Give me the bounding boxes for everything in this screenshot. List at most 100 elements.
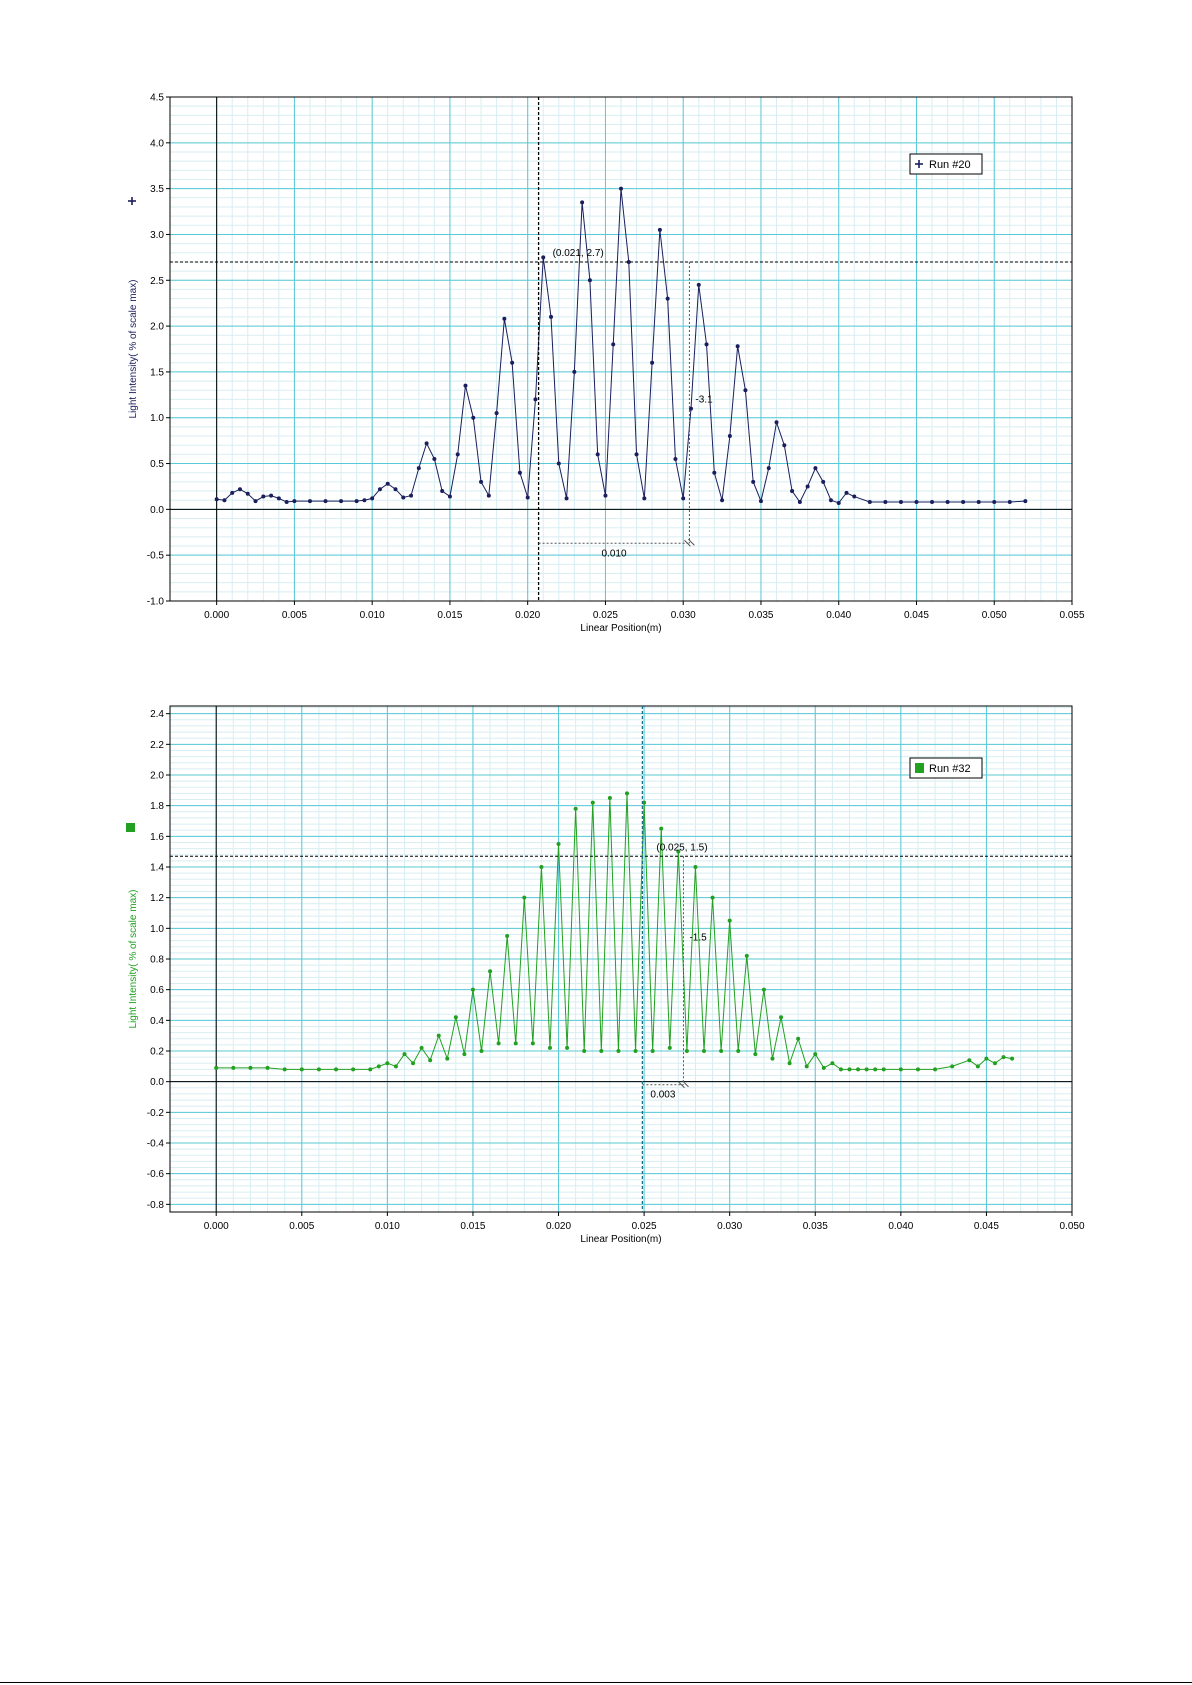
data-point [898,500,903,505]
data-point [453,1015,458,1020]
x-tick-label: 0.050 [982,610,1007,621]
y-tick-label: 2.0 [150,322,164,333]
legend-label: Run #20 [929,159,971,171]
data-point [856,1067,861,1072]
legend[interactable]: Run #20 [909,153,983,175]
data-point [607,796,612,800]
data-point [659,826,664,831]
data-point [530,1041,535,1046]
data-point [595,452,600,457]
data-point [248,1065,253,1070]
x-tick-label: 0.040 [826,610,851,621]
x-tick-label: 0.000 [204,610,229,621]
data-point [844,490,849,495]
legend-cross-icon [915,160,923,168]
data-point [665,296,670,301]
data-point [486,493,491,498]
data-point [556,842,561,846]
data-point [696,282,701,287]
legend-box [909,757,983,779]
data-point [214,497,219,502]
data-point [727,434,732,439]
x-tick-label: 0.030 [671,610,696,621]
data-point [830,1061,835,1066]
data-point [1023,499,1028,504]
cursor-tool[interactable]: (0.021, 2.7) -3.1 0.010 [170,97,1072,601]
data-point [704,342,709,347]
data-point [650,1049,655,1053]
data-point [432,456,437,461]
data-point [634,452,639,457]
delta-x-label: 0.010 [601,548,626,559]
data-point [873,1067,878,1072]
data-point [231,1065,236,1070]
delta-handle-icon[interactable] [678,1080,689,1089]
data-point [510,360,515,365]
x-tick-label: 0.025 [632,1221,657,1232]
data-point [774,420,779,425]
data-point [292,499,297,504]
data-point [547,1045,552,1050]
data-point [276,496,281,501]
data-point [419,1045,424,1050]
y-tick-label: -0.4 [147,1139,165,1150]
x-tick-label: 0.035 [803,1221,828,1232]
data-point [505,934,510,938]
x-tick-label: 0.010 [375,1221,400,1232]
cursor-tool[interactable]: (0.025, 1.5) -1.5 0.003 [170,706,1072,1212]
y-tick-label: 4.0 [150,138,164,149]
data-point [471,415,476,420]
data-point [533,397,538,402]
y-tick-label: 2.2 [150,740,164,751]
data-point [624,791,629,796]
square-marker-icon [126,823,135,832]
cross-marker-icon [128,197,136,205]
y-tick-label: 1.2 [150,893,164,904]
y-tick-label: 3.5 [150,184,164,195]
data-point [710,895,715,900]
x-tick-label: 0.030 [717,1221,742,1232]
data-point [416,466,421,471]
data-point [411,1061,416,1066]
x-tick-label: 0.045 [904,610,929,621]
data-point [782,443,787,448]
data-point [712,470,717,475]
data-point [599,1049,604,1053]
data-point [933,1067,938,1072]
data-point [984,1056,989,1061]
data-point [766,466,771,471]
data-point [642,800,647,805]
data-point [976,500,981,505]
data-point [463,383,468,388]
y-tick-label: 0.8 [150,955,164,966]
data-point [513,1041,518,1046]
data-point [804,1064,809,1069]
data-point [284,500,289,505]
data-point [736,1049,741,1053]
y-tick-label: -0.2 [147,1108,165,1119]
data-point [852,494,857,499]
data-point [402,1052,407,1057]
data-point [440,489,445,494]
y-tick-label: 0.4 [150,1016,164,1027]
data-point [1007,500,1012,505]
legend[interactable]: Run #32 [909,757,983,779]
data-point [787,1061,792,1066]
data-point [455,452,460,457]
data-point [502,316,507,321]
data-point [688,406,693,411]
data-point [517,470,522,475]
data-point [915,1067,920,1072]
data-point [950,1064,955,1069]
y-tick-label: 1.0 [150,924,164,935]
y-tick-label: -0.8 [147,1200,165,1211]
y-tick-label: 0.0 [150,1077,164,1088]
data-point [334,1067,339,1072]
data-point [316,1067,321,1072]
series-points [214,186,1028,505]
delta-handle-icon[interactable] [684,538,695,547]
data-point [864,1067,869,1072]
data-point [650,360,655,365]
data-point [377,487,382,492]
y-tick-label: 0.6 [150,985,164,996]
